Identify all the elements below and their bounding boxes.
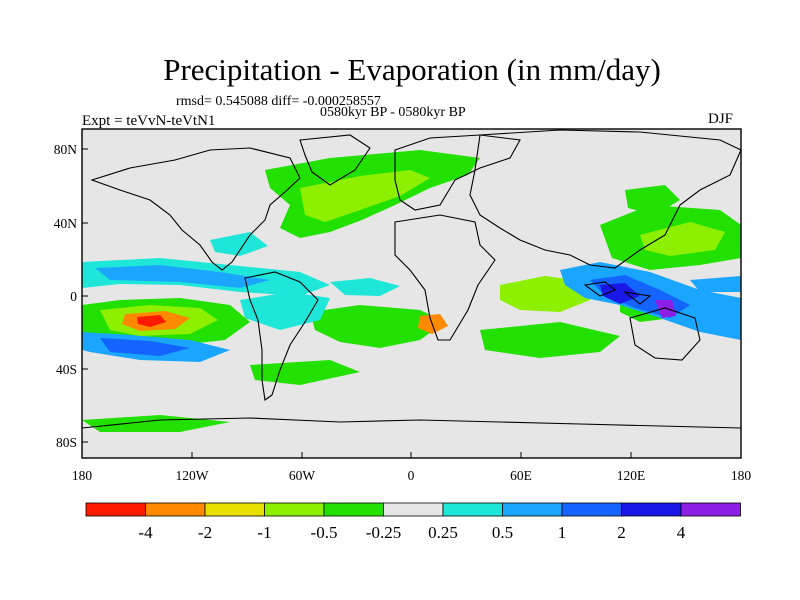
- map-title: Precipitation - Evaporation (in mm/day): [163, 52, 661, 87]
- lon-tick-label: 180: [72, 468, 93, 483]
- colorbar-swatch: [561, 502, 622, 517]
- anomaly-africa-core: [418, 314, 448, 334]
- lon-tick-label: 60E: [510, 468, 532, 483]
- latitude-axis: 80N 40N 0 40S 80S: [54, 142, 88, 450]
- colorbar-label: 0.5: [492, 523, 513, 542]
- lat-tick-label: 40S: [56, 362, 77, 377]
- colorbar-label: 2: [617, 523, 626, 542]
- lat-tick-label: 40N: [54, 216, 78, 231]
- anomaly-north-pacific-inner: [640, 222, 725, 256]
- anomaly-south-pacific-max: [137, 315, 166, 327]
- coast-australia: [629, 307, 701, 361]
- coastlines: [82, 129, 741, 429]
- coast-africa: [394, 214, 496, 341]
- anomaly-south-atlantic: [310, 305, 445, 348]
- colorbar-swatch: [204, 502, 265, 517]
- anomaly-north-america: [210, 232, 268, 256]
- lon-tick-label: 0: [408, 468, 415, 483]
- anomaly-atlantic-equator: [330, 278, 400, 296]
- colorbar-label: -1: [257, 523, 271, 542]
- coast-south-america: [244, 271, 319, 401]
- stats-text: rmsd= 0.545088 diff= -0.000258557: [176, 94, 381, 109]
- lon-tick-label: 120E: [617, 468, 646, 483]
- lat-tick-label: 80S: [56, 435, 77, 450]
- colorbar-label: 4: [677, 523, 686, 542]
- coast-greenland: [299, 134, 371, 186]
- lon-tick-label: 120W: [176, 468, 209, 483]
- colorbar: -4 -2 -1 -0.5 -0.25 0.25 0.5 1 2 4: [85, 502, 741, 542]
- anomaly-itcz-pacific-inner: [95, 265, 270, 288]
- coast-europe: [394, 134, 521, 211]
- lon-tick-label: 60W: [289, 468, 316, 483]
- lon-tick-label: 180: [731, 468, 752, 483]
- colorbar-swatch: [680, 502, 741, 517]
- lat-tick-label: 80N: [54, 142, 78, 157]
- coast-indonesia: [583, 281, 652, 305]
- colorbar-label: -2: [198, 523, 212, 542]
- colorbar-label: -4: [138, 523, 153, 542]
- coast-asia: [469, 129, 741, 269]
- colorbar-swatch: [442, 502, 503, 517]
- colorbar-label: 0.25: [428, 523, 458, 542]
- season-label: DJF: [708, 111, 734, 127]
- anomaly-southern-ocean: [480, 322, 620, 358]
- colorbar-label: 1: [558, 523, 567, 542]
- coast-north-america: [90, 147, 301, 271]
- anomaly-maritime-max: [600, 283, 640, 304]
- period-text: 0580kyr BP - 0580kyr BP: [320, 105, 466, 120]
- experiment-label: Expt = teVvN-teVtN1: [82, 113, 216, 129]
- colorbar-label: -0.25: [366, 523, 401, 542]
- colorbar-swatch: [383, 502, 444, 517]
- colorbar-swatch: [502, 502, 563, 517]
- anomaly-spcz-core: [100, 338, 190, 356]
- colorbar-swatch: [621, 502, 682, 517]
- lat-tick-label: 0: [70, 289, 77, 304]
- colorbar-swatch: [145, 502, 206, 517]
- colorbar-swatch: [323, 502, 384, 517]
- colorbar-swatch: [264, 502, 325, 517]
- anomaly-maritime-peak: [655, 300, 676, 318]
- colorbar-label: -0.5: [311, 523, 338, 542]
- anomaly-south-america: [240, 292, 330, 330]
- colorbar-swatch: [85, 502, 146, 517]
- anomaly-east-asia: [625, 185, 680, 215]
- coast-antarctica: [82, 417, 741, 429]
- anomaly-west-pacific: [690, 276, 741, 292]
- longitude-axis: 180 120W 60W 0 60E 120E 180: [72, 452, 752, 483]
